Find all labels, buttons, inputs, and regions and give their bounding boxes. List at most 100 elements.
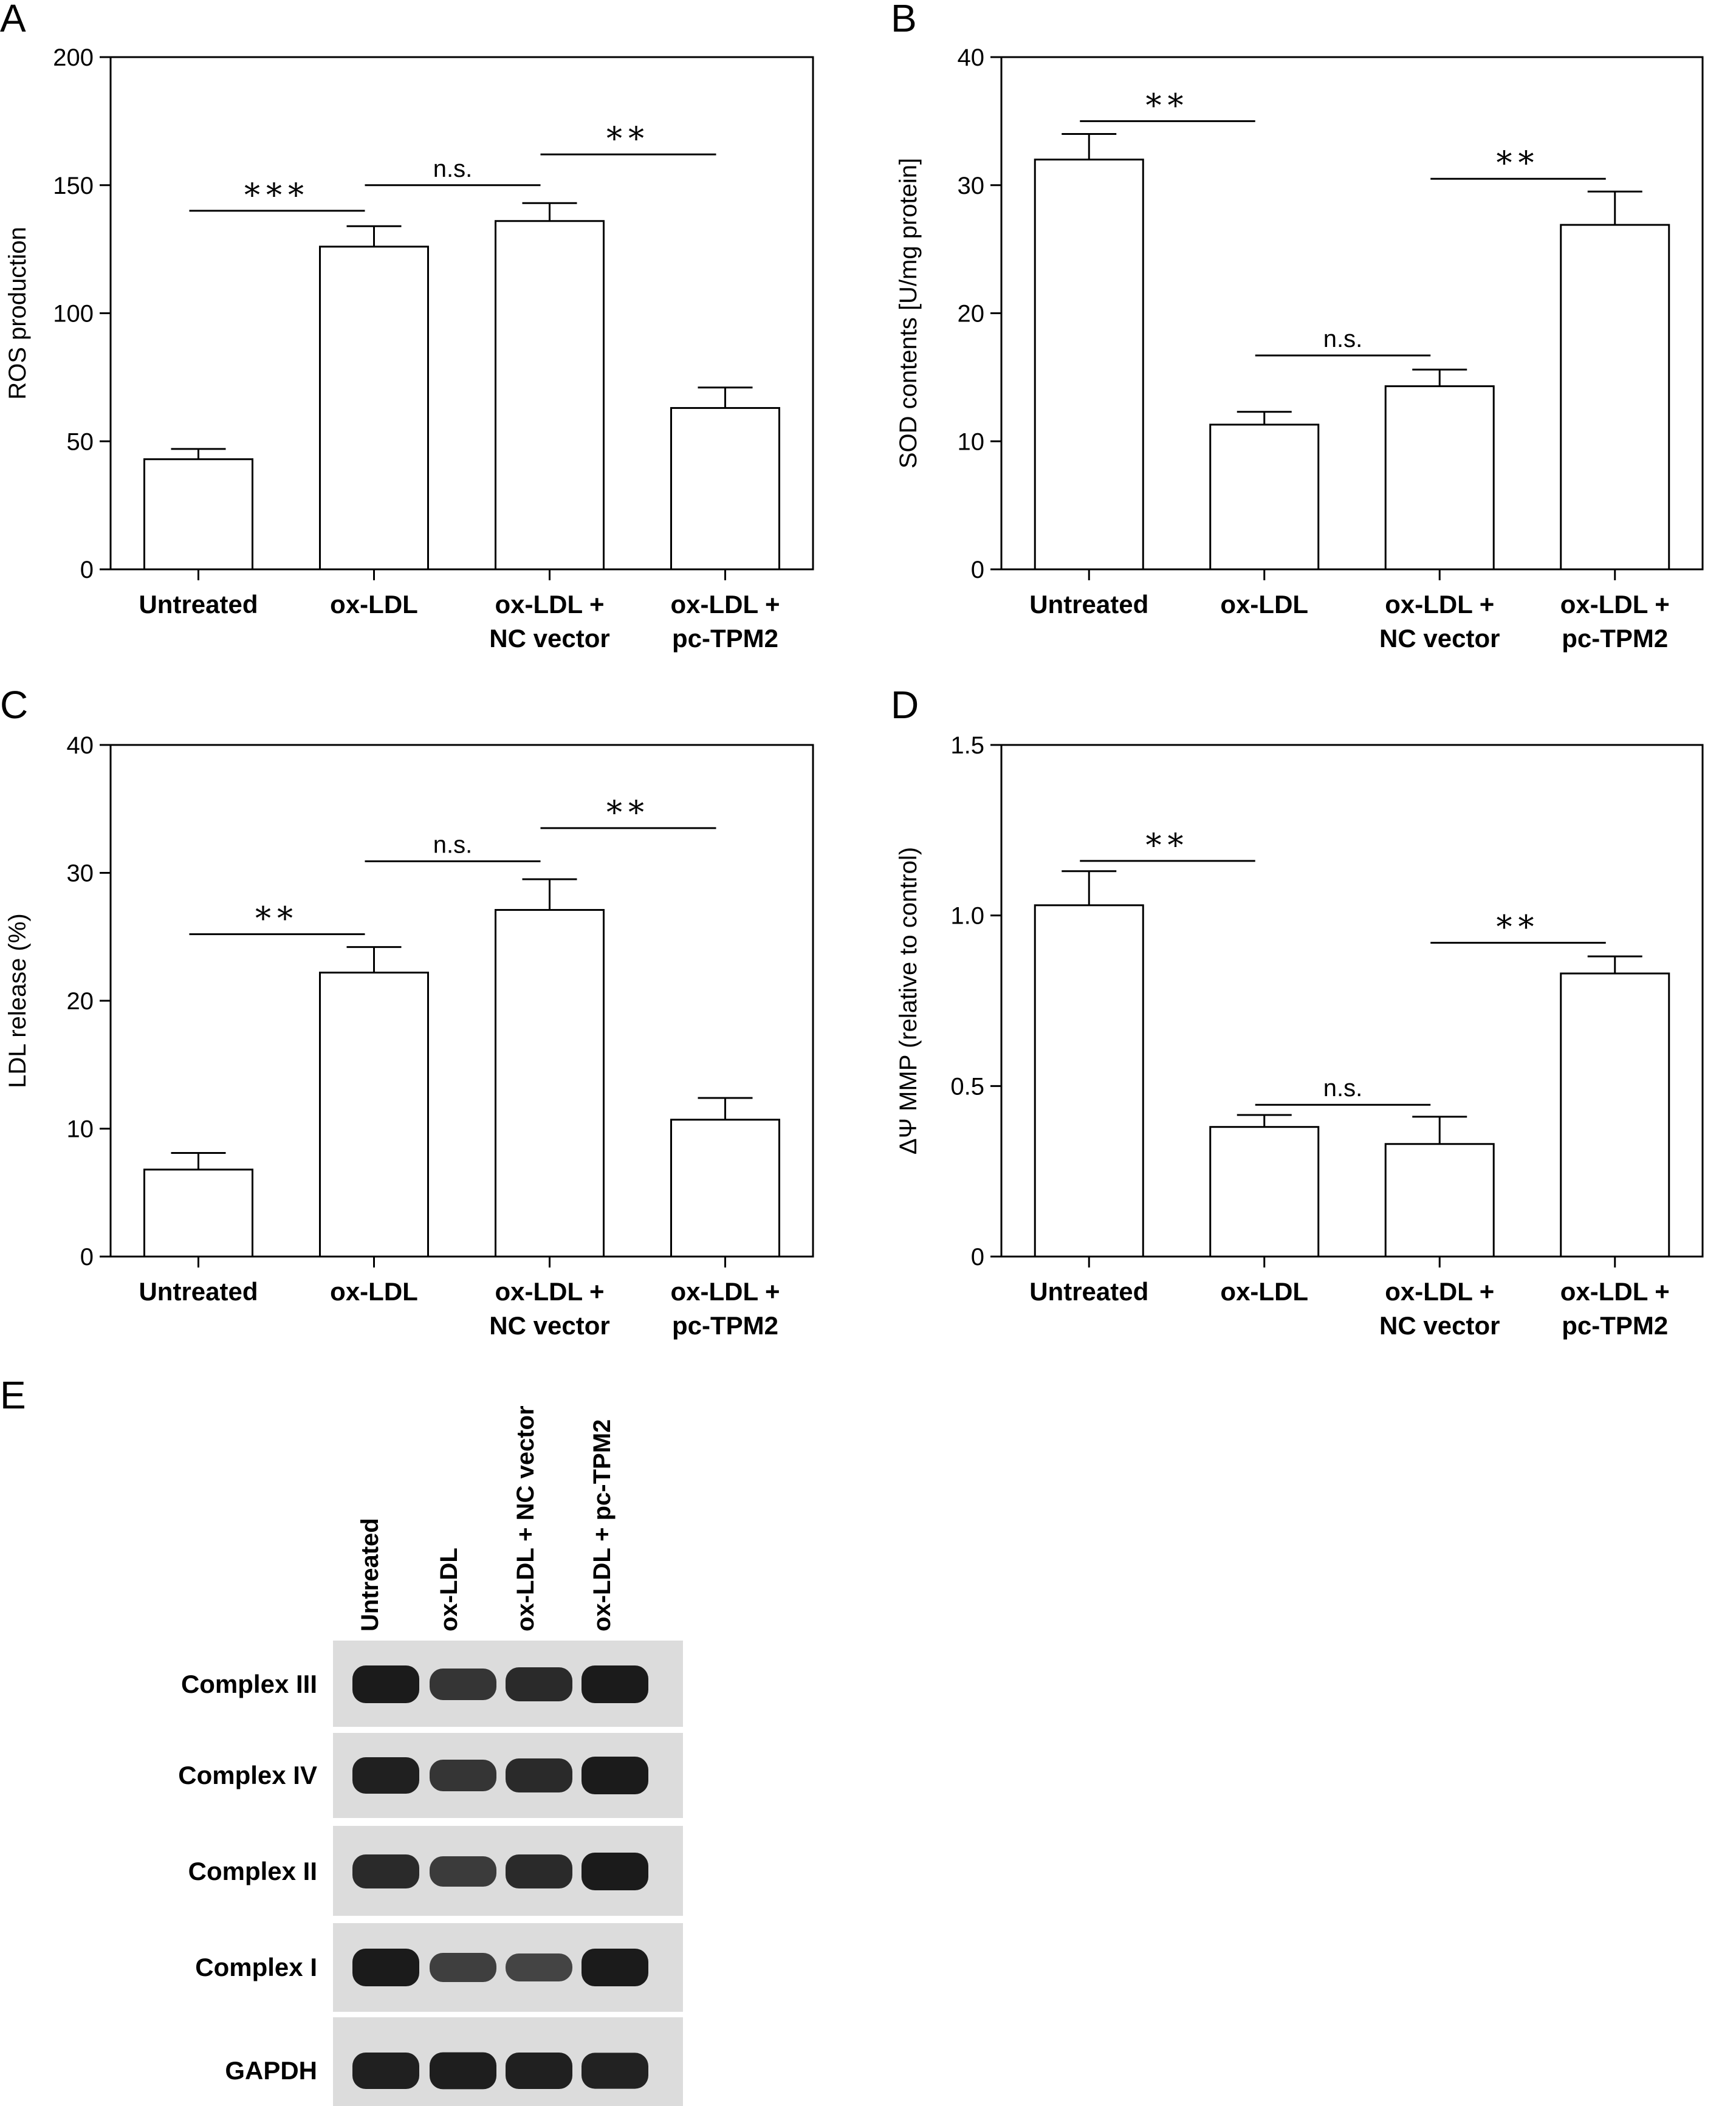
x-category-label: Untreated (139, 1277, 258, 1306)
blot-lane-label: ox-LDL + NC vector (512, 1405, 539, 1631)
chart-c: 0 10 20 30 40 LDL release (%) Untreated ox-LDL o… (4, 732, 814, 1340)
x-category-label: ox-LDL (1220, 1277, 1308, 1306)
significance-label: n.s. (433, 832, 472, 859)
chart-d: 0 0.5 1.0 1.5 ΔΨ MMP (relative to control) Un… (895, 732, 1704, 1340)
bar (670, 406, 780, 571)
panel-letter-c: C (0, 683, 28, 727)
significance-label: ** (1146, 828, 1190, 864)
x-category-label: NC vector (1379, 1311, 1500, 1340)
blot-lane-label: ox-LDL (436, 1548, 462, 1631)
significance-label: ** (1497, 145, 1540, 182)
blot-band (506, 1667, 572, 1701)
blot-row-label: Complex IV (178, 1761, 317, 1789)
y-tick-label: 10 (958, 428, 985, 455)
x-category-label: pc-TPM2 (672, 1311, 778, 1340)
plot-frame (1000, 744, 1704, 1258)
x-category-label: NC vector (489, 1311, 609, 1340)
y-axis-label: ΔΨ MMP (relative to control) (895, 847, 922, 1154)
significance-label: ** (1497, 910, 1540, 946)
y-tick-label: 20 (958, 301, 985, 328)
y-tick-label: 30 (67, 860, 94, 887)
y-tick-label: 100 (53, 301, 94, 328)
chart-b: 0 10 20 30 40 SOD contents [U/mg protein] Untr… (895, 44, 1704, 653)
y-tick-label: 0 (80, 1244, 94, 1271)
blot-band (352, 1757, 419, 1794)
bar (495, 220, 605, 571)
y-tick-label: 0 (971, 557, 984, 583)
blot-band (582, 1853, 648, 1890)
y-tick-label: 50 (67, 428, 94, 455)
bar (1034, 904, 1144, 1258)
blot-row-label: Complex II (188, 1857, 317, 1885)
y-tick-label: 200 (53, 44, 94, 71)
blot-band (430, 1953, 496, 1982)
blot-band (352, 2053, 419, 2089)
blot-band (506, 1854, 572, 1888)
x-category-label: ox-LDL (330, 590, 418, 619)
y-axis-label: LDL release (%) (4, 913, 31, 1088)
bar (319, 245, 429, 571)
significance-label: ** (1146, 87, 1190, 124)
significance-label: ** (606, 121, 650, 157)
blot-lane-label: Untreated (357, 1518, 383, 1631)
y-tick-label: 0 (80, 557, 94, 583)
x-category-label: Untreated (1029, 590, 1148, 619)
bar (1560, 972, 1670, 1258)
panel-letter-d: D (891, 683, 919, 727)
x-category-label: NC vector (489, 624, 609, 653)
blot-band (430, 1669, 496, 1700)
panel-letter-a: A (0, 0, 26, 40)
blot-lane-label: ox-LDL + pc-TPM2 (589, 1419, 616, 1631)
bar (1209, 1126, 1320, 1258)
y-tick-label: 1.5 (950, 732, 984, 759)
x-category-label: ox-LDL + (1560, 1277, 1670, 1306)
x-category-label: ox-LDL + (670, 590, 780, 619)
x-category-label: pc-TPM2 (1562, 624, 1668, 653)
x-category-label: ox-LDL + (495, 590, 604, 619)
bar (1209, 424, 1320, 571)
blot-row-label: Complex III (181, 1670, 317, 1698)
blot-row-label: GAPDH (225, 2056, 317, 2085)
x-category-label: Untreated (1029, 1277, 1148, 1306)
bar (1560, 224, 1670, 571)
blot-band (506, 1758, 572, 1792)
blot-band (506, 2053, 572, 2089)
x-category-label: ox-LDL + (1385, 590, 1494, 619)
chart-a: 0 50 100 150 200 ROS production Untreated ox-LD… (4, 44, 814, 653)
y-tick-label: 150 (53, 173, 94, 199)
x-category-label: pc-TPM2 (672, 624, 778, 653)
x-category-label: Untreated (139, 590, 258, 619)
y-tick-label: 1.0 (950, 903, 984, 930)
y-tick-label: 40 (67, 732, 94, 759)
x-category-label: pc-TPM2 (1562, 1311, 1668, 1340)
panel-letter-e: E (0, 1373, 26, 1417)
blot-band (430, 2052, 496, 2090)
significance-label: n.s. (1323, 1075, 1362, 1102)
bar (143, 458, 253, 571)
blot-row-label: Complex I (195, 1953, 317, 1981)
bar (495, 909, 605, 1258)
blot-band (506, 1953, 572, 1981)
x-category-label: ox-LDL (330, 1277, 418, 1306)
panel-letter-b: B (891, 0, 917, 40)
western-blot: Untreated ox-LDL ox-LDL + NC vector ox-LDL … (178, 1405, 683, 2106)
y-tick-label: 0 (971, 1244, 984, 1271)
y-tick-label: 0.5 (950, 1073, 984, 1100)
y-tick-label: 40 (958, 44, 985, 71)
blot-band (582, 2053, 648, 2089)
y-axis-label: ROS production (4, 227, 31, 400)
x-category-label: ox-LDL + (1385, 1277, 1494, 1306)
blot-band (582, 1757, 648, 1794)
bar (143, 1168, 253, 1258)
significance-label: ** (255, 901, 299, 938)
x-category-label: ox-LDL + (495, 1277, 604, 1306)
x-category-label: ox-LDL + (1560, 590, 1670, 619)
blot-band (582, 1949, 648, 1986)
blot-band (582, 1665, 648, 1703)
blot-band (430, 1760, 496, 1791)
significance-label: ** (606, 795, 650, 831)
y-tick-label: 30 (958, 173, 985, 199)
x-category-label: ox-LDL + (670, 1277, 780, 1306)
blot-band (352, 1949, 419, 1986)
